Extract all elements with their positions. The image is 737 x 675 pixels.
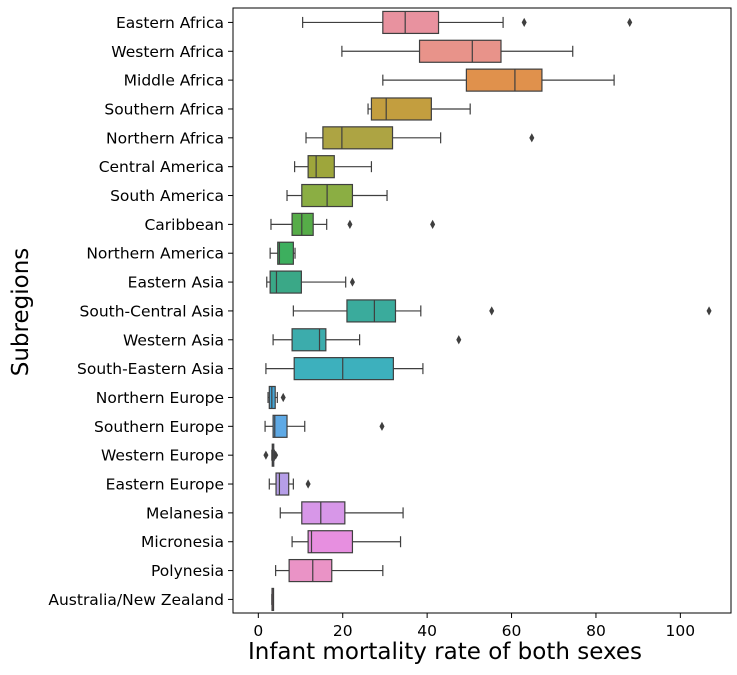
y-tick-label: Polynesia: [151, 562, 224, 580]
box-group: [264, 414, 385, 438]
y-tick-label: Caribbean: [144, 216, 224, 234]
y-tick-label: Northern Africa: [106, 129, 224, 147]
box-group: [265, 357, 424, 381]
outlier-point: [379, 421, 385, 431]
outlier-point: [489, 306, 495, 316]
y-tick-label: Eastern Europe: [106, 476, 224, 494]
iqr-box: [418, 39, 502, 63]
box-group: [268, 472, 311, 496]
outlier-point: [456, 335, 462, 345]
y-tick-label: Central America: [99, 158, 224, 176]
y-tick-label: Western Asia: [123, 331, 224, 349]
y-tick-label: Australia/New Zealand: [48, 591, 224, 609]
box-group: [292, 299, 712, 323]
iqr-box: [277, 241, 294, 265]
outlier-point: [349, 277, 355, 287]
outlier-point: [280, 392, 286, 403]
box-group: [382, 68, 615, 92]
iqr-box: [275, 472, 290, 496]
y-tick-label: Southern Europe: [94, 418, 224, 436]
y-tick-label: South America: [110, 187, 224, 205]
box-group: [275, 558, 384, 583]
plot-frame: [232, 7, 732, 614]
x-axis-label: Infant mortality rate of both sexes: [248, 639, 642, 665]
iqr-box: [301, 501, 346, 525]
y-tick-label: South-Central Asia: [80, 302, 225, 320]
y-tick-labels: Eastern Africa Western Africa Middle Afric…: [48, 14, 233, 609]
iqr-box: [382, 10, 440, 35]
box-group: [367, 97, 471, 121]
outlier-point: [521, 17, 527, 28]
iqr-box: [291, 328, 327, 352]
iqr-box: [307, 530, 354, 554]
box-group: [302, 10, 633, 35]
box-group: [271, 587, 275, 612]
box-group: [266, 270, 355, 294]
outlier-point: [430, 219, 436, 229]
iqr-box: [370, 97, 432, 121]
box-group: [305, 126, 535, 150]
y-tick-label: Melanesia: [146, 504, 224, 522]
box-group: [286, 183, 388, 208]
y-tick-label: Eastern Asia: [128, 274, 224, 292]
y-tick-label: Western Europe: [101, 447, 224, 465]
x-tick-label: 100: [666, 622, 696, 640]
box-group: [294, 155, 373, 179]
x-tick-label: 20: [333, 622, 353, 640]
box-group: [272, 328, 462, 352]
outlier-point: [347, 219, 353, 229]
outlier-point: [263, 450, 269, 460]
iqr-box: [293, 357, 394, 381]
box-group: [279, 501, 404, 525]
y-tick-label: Northern America: [86, 245, 224, 263]
iqr-box: [346, 299, 397, 323]
y-tick-label: Middle Africa: [124, 72, 224, 90]
x-tick-label: 60: [502, 622, 522, 640]
y-tick-label: Western Africa: [111, 43, 224, 61]
y-tick-label: South-Eastern Asia: [77, 360, 224, 378]
x-tick-labels: 0 20 40 60 80 100: [253, 613, 695, 640]
box-group: [267, 385, 286, 410]
iqr-box: [322, 126, 394, 150]
iqr-box: [291, 212, 314, 236]
outlier-point: [273, 450, 279, 460]
box-group: [341, 39, 574, 63]
y-tick-label: Micronesia: [141, 533, 224, 551]
iqr-box: [307, 155, 335, 179]
box-group: [291, 530, 402, 554]
box-group: [269, 241, 296, 265]
outlier-point: [305, 479, 311, 489]
outlier-point: [529, 133, 535, 143]
iqr-box: [288, 558, 333, 583]
y-axis-label: Subregions: [8, 248, 34, 377]
y-tick-label: Northern Europe: [96, 389, 224, 407]
y-tick-label: Eastern Africa: [116, 14, 224, 32]
x-tick-label: 80: [586, 622, 606, 640]
box-group: [270, 212, 436, 236]
iqr-box: [272, 414, 288, 438]
iqr-box: [269, 270, 302, 294]
x-tick-label: 0: [253, 622, 263, 640]
iqr-box: [465, 68, 543, 92]
outlier-point: [627, 17, 633, 28]
outlier-point: [706, 306, 712, 316]
y-tick-label: Southern Africa: [104, 100, 224, 118]
boxes-layer: [263, 10, 712, 612]
x-tick-label: 40: [417, 622, 437, 640]
box-group: [263, 443, 279, 467]
